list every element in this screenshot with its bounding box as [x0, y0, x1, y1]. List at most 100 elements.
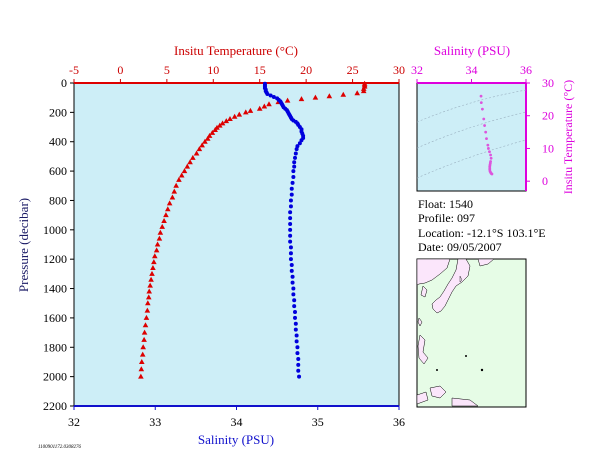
- salinity-ticks: 32 33 34 35 36: [68, 406, 405, 429]
- ts-point: [479, 94, 483, 98]
- temperature-point: [227, 115, 233, 121]
- salinity-point: [293, 151, 298, 156]
- temperature-point: [148, 276, 154, 282]
- salinity-tick-label: 35: [312, 415, 324, 429]
- temperature-point: [204, 135, 211, 141]
- salinity-point: [294, 147, 299, 152]
- salinity-point: [291, 174, 296, 179]
- pressure-tick-label: 1000: [43, 223, 67, 237]
- temperature-point: [223, 118, 230, 124]
- temperature-point: [141, 329, 148, 335]
- temperature-tick-label: 15: [254, 63, 266, 77]
- temperature-point: [184, 163, 191, 169]
- ts-point: [488, 150, 491, 154]
- salinity-point: [288, 245, 293, 250]
- ts-temperature-tick-label: 10: [542, 141, 554, 155]
- pressure-tick-label: 0: [61, 76, 67, 90]
- salinity-point: [293, 315, 297, 320]
- salinity-point: [292, 164, 297, 169]
- salinity-point: [288, 233, 293, 238]
- temperature-point: [145, 300, 151, 306]
- ts-salinity-tick-label: 36: [520, 63, 532, 77]
- salinity-point: [288, 227, 293, 232]
- map-land-asia: [416, 258, 451, 286]
- ts-point: [490, 172, 494, 176]
- temperature-point: [199, 142, 205, 148]
- map-ocean: [416, 258, 527, 408]
- ts-series: [479, 94, 494, 176]
- temperature-point: [256, 105, 263, 111]
- map-land-japan: [431, 258, 471, 314]
- temperature-point: [354, 90, 361, 96]
- salinity-axis-title: Salinity (PSU): [198, 432, 274, 447]
- ts-temperature-ticks: 0 10 20 30: [526, 76, 554, 188]
- salinity-point: [288, 204, 293, 209]
- salinity-point: [291, 292, 296, 297]
- salinity-point: [295, 351, 300, 356]
- temperature-point: [166, 200, 173, 206]
- temperature-point: [176, 176, 182, 182]
- salinity-point: [288, 216, 293, 221]
- temperature-tick-label: 0: [117, 63, 123, 77]
- density-contour: [416, 89, 527, 123]
- ts-point: [484, 130, 488, 134]
- temperature-ticks: -5 0 5 10 15 20 25 30: [69, 63, 405, 83]
- ts-salinity-axis-title: Salinity (PSU): [434, 43, 510, 58]
- temperature-point: [146, 288, 153, 294]
- temperature-point: [153, 247, 160, 253]
- ts-temperature-axis-title: Insitu Temperature (°C): [561, 80, 575, 194]
- salinity-point: [296, 357, 301, 362]
- float-id: Float: 1540: [418, 197, 474, 211]
- salinity-point: [289, 186, 294, 191]
- temperature-point: [261, 103, 268, 109]
- temperature-point: [145, 294, 152, 300]
- salinity-point: [291, 286, 296, 291]
- temperature-point: [138, 358, 145, 364]
- temperature-point: [141, 336, 147, 342]
- salinity-series: [262, 81, 306, 379]
- salinity-point: [291, 169, 296, 174]
- temperature-point: [231, 113, 238, 119]
- temperature-point: [340, 91, 347, 97]
- temperature-point: [242, 109, 249, 115]
- temperature-point: [196, 146, 203, 152]
- temperature-point: [147, 282, 153, 288]
- location-map: [416, 258, 527, 408]
- salinity-point: [293, 155, 297, 160]
- temperature-point: [138, 366, 145, 372]
- temperature-point: [143, 314, 150, 320]
- salinity-point: [293, 321, 298, 326]
- map-land-philippines: [417, 334, 429, 365]
- temperature-point: [236, 111, 243, 117]
- temperature-point: [157, 229, 164, 235]
- map-land-island: [416, 391, 429, 405]
- temperature-point: [163, 212, 169, 218]
- salinity-point: [290, 180, 295, 185]
- temperature-point: [142, 322, 149, 328]
- temperature-point: [138, 373, 144, 379]
- temperature-point: [144, 307, 151, 313]
- temperature-tick-label: 30: [393, 63, 405, 77]
- salinity-point: [288, 251, 293, 256]
- temperature-series: [138, 80, 368, 379]
- ts-point: [479, 101, 483, 105]
- salinity-point: [293, 310, 297, 315]
- map-island-dot: [465, 355, 467, 357]
- salinity-tick-label: 32: [68, 415, 80, 429]
- temperature-tick-label: 20: [300, 63, 312, 77]
- map-island-dot: [480, 368, 484, 372]
- ts-temperature-tick-label: 0: [542, 174, 548, 188]
- profile-plot-area: [73, 82, 400, 407]
- pressure-tick-label: 1200: [43, 252, 67, 266]
- ts-temperature-tick-label: 20: [542, 109, 554, 123]
- temperature-point: [219, 120, 226, 126]
- ts-plot-area: [416, 82, 527, 192]
- date: Date: 09/05/2007: [418, 240, 502, 254]
- temperature-point: [151, 253, 158, 259]
- salinity-point: [271, 94, 276, 99]
- salinity-tick-label: 34: [231, 415, 243, 429]
- temperature-point: [151, 259, 157, 265]
- temperature-point: [247, 107, 254, 113]
- temperature-point: [212, 126, 218, 132]
- salinity-point: [288, 239, 293, 244]
